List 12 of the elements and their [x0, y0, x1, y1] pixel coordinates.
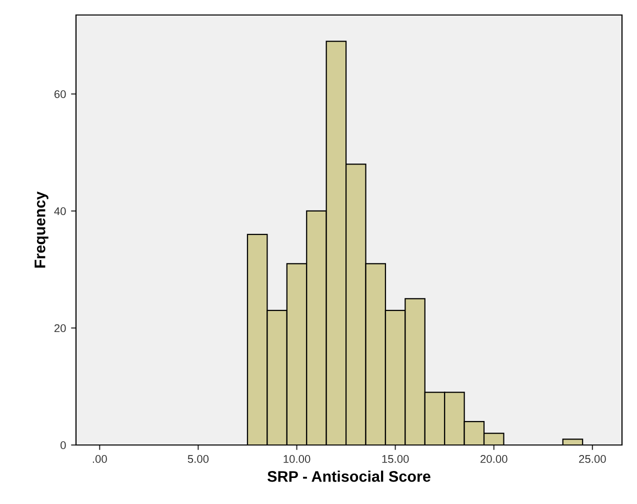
y-tick-label: 60 — [54, 90, 66, 98]
x-tick-label: 5.00 — [188, 455, 209, 463]
x-tick-label: 25.00 — [579, 455, 606, 463]
y-axis-title: Frequency — [34, 191, 48, 268]
x-tick-label: 15.00 — [382, 455, 409, 463]
x-tick-label: 10.00 — [284, 455, 310, 463]
x-tick-label: .00 — [92, 455, 107, 463]
y-tick-label: 20 — [54, 324, 66, 332]
x-axis-title: SRP - Antisocial Score — [268, 470, 430, 482]
y-tick-label: 0 — [60, 441, 66, 450]
x-tick-label: 20.00 — [480, 455, 508, 463]
y-tick-label: 40 — [54, 207, 66, 216]
